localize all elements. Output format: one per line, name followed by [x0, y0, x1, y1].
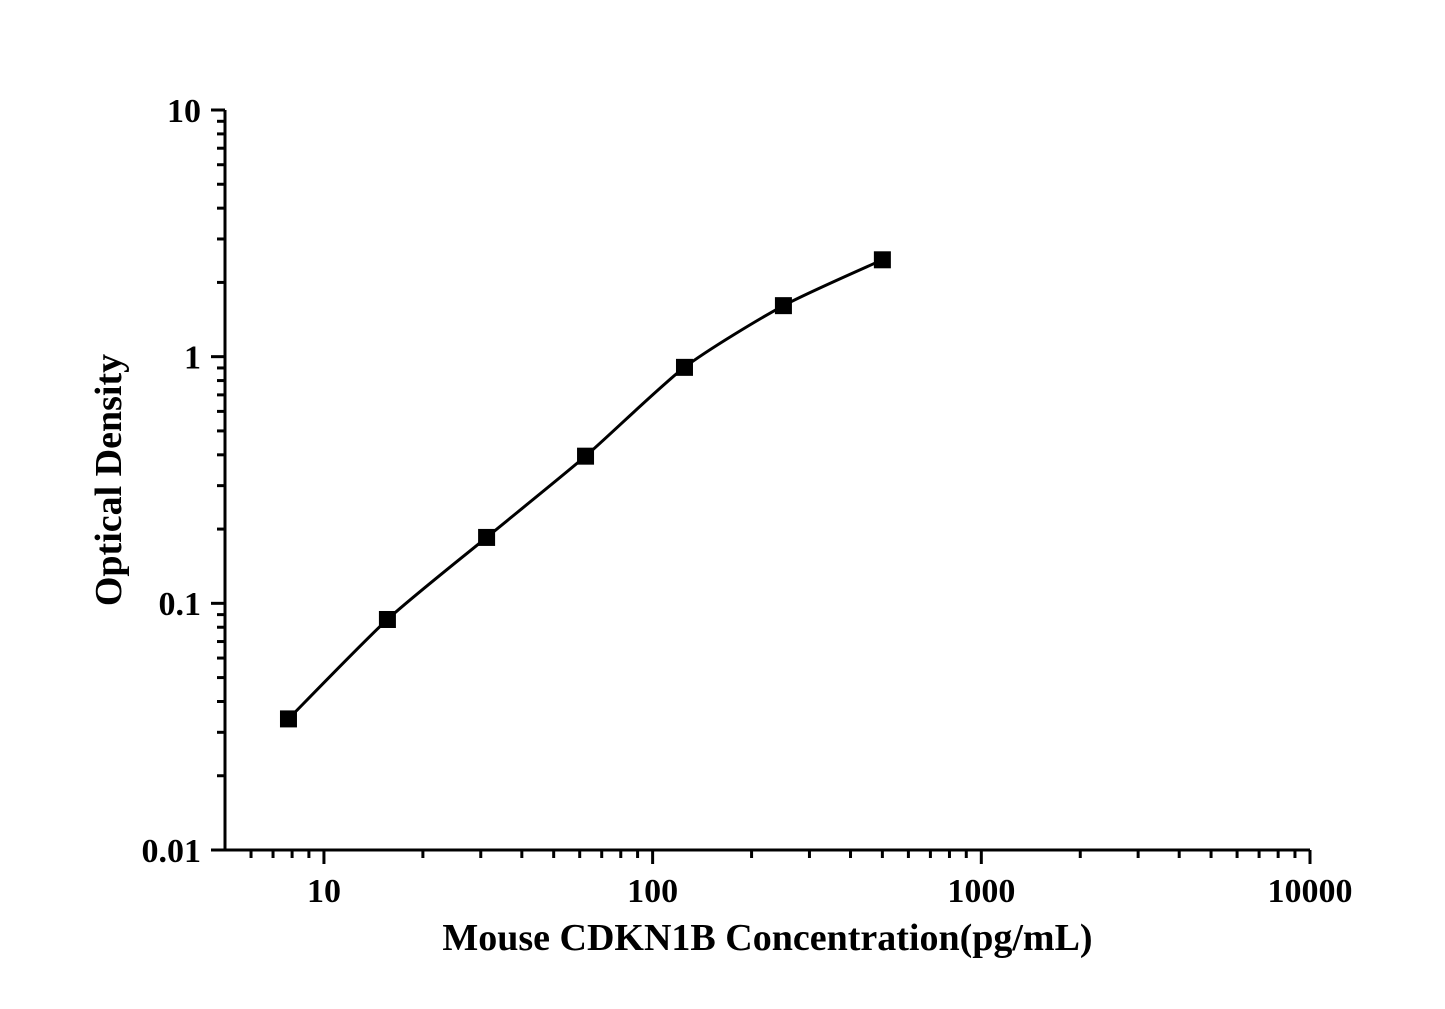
- elisa-standard-curve-chart: 10 100 1000 10000 0.01 0.1 1 10 Mouse CDKN1B Con…: [0, 0, 1445, 1009]
- x-tick-label: 1000: [947, 873, 1015, 910]
- data-point-marker: [676, 359, 692, 375]
- y-tick-label: 10: [167, 93, 201, 130]
- data-point-marker: [479, 529, 495, 545]
- data-point-marker: [379, 611, 395, 627]
- y-tick-label: 0.01: [142, 833, 202, 870]
- data-point-marker: [775, 298, 791, 314]
- x-tick-label: 10000: [1268, 873, 1353, 910]
- y-tick-label: 0.1: [159, 586, 202, 623]
- data-point-marker: [874, 252, 890, 268]
- y-axis-label: Optical Density: [88, 354, 130, 606]
- chart-container: 10 100 1000 10000 0.01 0.1 1 10 Mouse CDKN1B Con…: [0, 0, 1445, 1009]
- data-point-marker: [280, 711, 296, 727]
- x-tick-label: 10: [307, 873, 341, 910]
- x-tick-label: 100: [627, 873, 678, 910]
- x-axis-label: Mouse CDKN1B Concentration(pg/mL): [442, 917, 1092, 959]
- chart-background: [0, 0, 1445, 1009]
- data-point-marker: [578, 448, 594, 464]
- y-tick-label: 1: [184, 340, 201, 377]
